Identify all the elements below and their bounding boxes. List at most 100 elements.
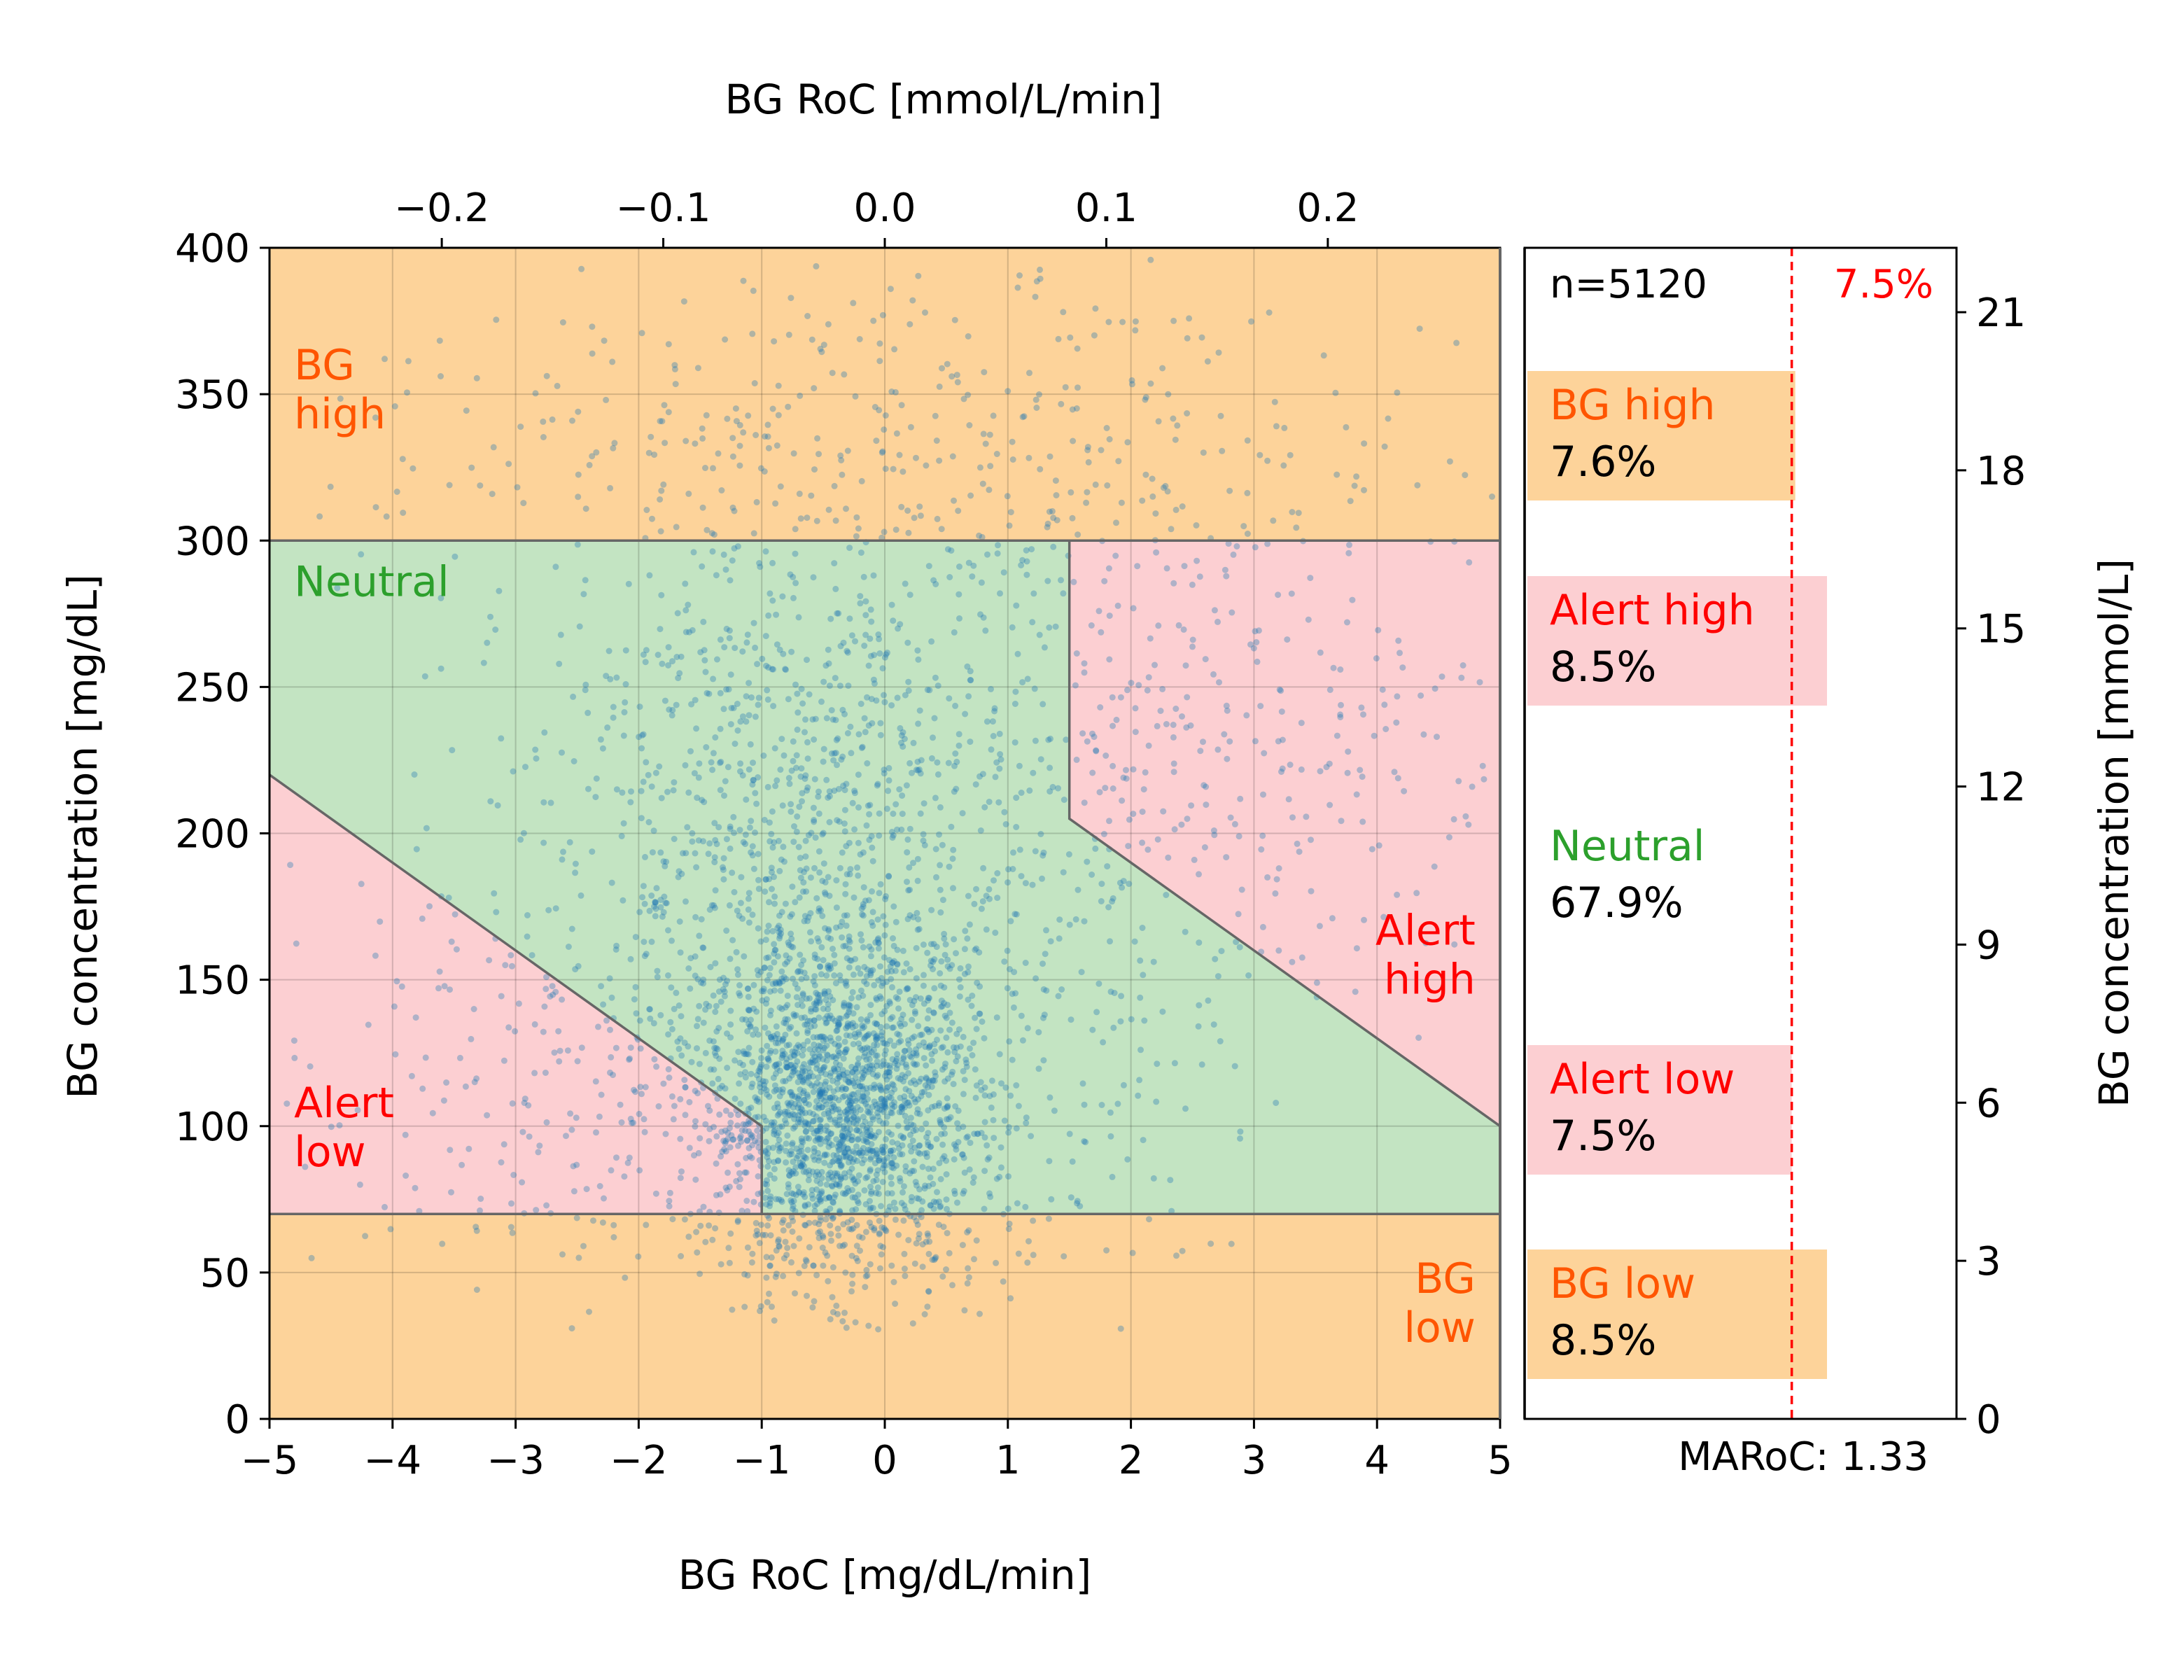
scatter-point [692,696,699,704]
scatter-point [866,943,873,950]
scatter-point [943,1116,950,1123]
scatter-point [528,952,536,959]
scatter-point [894,1062,901,1068]
scatter-point [665,972,671,979]
scatter-point [754,967,761,974]
scatter-point [592,1078,599,1085]
scatter-point [748,1104,755,1111]
scatter-point [721,993,728,1000]
scatter-point [898,503,905,510]
scatter-point [820,1262,827,1269]
scatter-point [941,984,948,991]
scatter-point [922,309,928,316]
scatter-point [669,706,676,713]
scatter-point [833,904,840,911]
scatter-point [753,1072,760,1079]
scatter-point [1022,960,1029,966]
scatter-point [829,370,836,377]
scatter-point [863,1056,870,1063]
scatter-point [666,706,673,713]
scatter-point [912,1179,919,1185]
scatter-point [772,500,779,507]
scatter-point [1223,854,1230,861]
x-tick-label: 4 [1364,1438,1390,1483]
scatter-point [706,1138,713,1144]
scatter-point [822,662,830,669]
scatter-point [622,681,629,687]
scatter-point [859,1149,866,1156]
scatter-point [848,1063,855,1070]
scatter-point [834,610,841,617]
scatter-point [1110,1024,1117,1031]
scatter-point [798,962,805,968]
scatter-point [1119,884,1126,891]
scatter-point [727,577,734,584]
scatter-point [567,1110,574,1117]
scatter-point [671,365,678,372]
scatter-point [1132,705,1139,712]
scatter-point [873,438,880,444]
scatter-point [768,1119,775,1126]
scatter-point [720,1138,727,1144]
scatter-point [840,639,847,646]
scatter-point [849,1271,856,1278]
x-tick-label: 5 [1488,1438,1513,1483]
scatter-point [806,1101,813,1108]
scatter-point [729,453,736,460]
scatter-point [753,1227,760,1234]
scatter-point [864,1103,871,1110]
scatter-point [832,1181,839,1188]
scatter-point [799,1068,806,1074]
scatter-point [708,759,715,766]
zone-label-line: high [294,390,386,439]
scatter-point [620,732,627,739]
scatter-point [972,1014,979,1021]
scatter-point [608,879,615,886]
scatter-point [854,1069,860,1076]
scatter-point [1138,1046,1144,1054]
scatter-point [694,1090,701,1097]
scatter-point [676,868,682,875]
scatter-point [764,1298,771,1306]
scatter-point [650,827,657,834]
scatter-point [667,1018,674,1026]
scatter-point [944,956,951,963]
scatter-point [1058,400,1065,407]
scatter-point [813,1272,820,1279]
scatter-point [1063,736,1070,743]
scatter-point [953,1058,960,1065]
scatter-point [792,1100,799,1107]
scatter-point [810,1262,817,1269]
scatter-point [791,1115,798,1122]
scatter-point [778,1144,785,1151]
scatter-point [808,1126,815,1133]
scatter-point [832,585,839,592]
scatter-point [938,997,945,1004]
scatter-point [1120,878,1127,885]
scatter-point [844,1145,851,1152]
scatter-point [792,1191,799,1198]
scatter-point [884,1084,890,1091]
scatter-point [854,1062,861,1069]
scatter-point [830,1065,837,1072]
scatter-point [1254,658,1261,665]
scatter-point [839,1190,846,1197]
scatter-point [853,1109,860,1116]
scatter-point [760,986,767,993]
scatter-point [859,1046,866,1054]
scatter-point [829,1015,836,1022]
scatter-point [904,639,911,646]
scatter-point [744,1244,751,1251]
scatter-point [1060,869,1067,876]
scatter-point [832,517,839,524]
scatter-point [944,360,951,368]
scatter-point [805,1121,812,1128]
scatter-point [873,1021,880,1028]
scatter-point [841,1133,848,1140]
scatter-point [832,1060,839,1066]
scatter-point [829,1158,836,1166]
scatter-point [925,1142,932,1149]
scatter-point [921,841,928,848]
scatter-point [438,665,444,672]
scatter-point [1023,1119,1030,1126]
